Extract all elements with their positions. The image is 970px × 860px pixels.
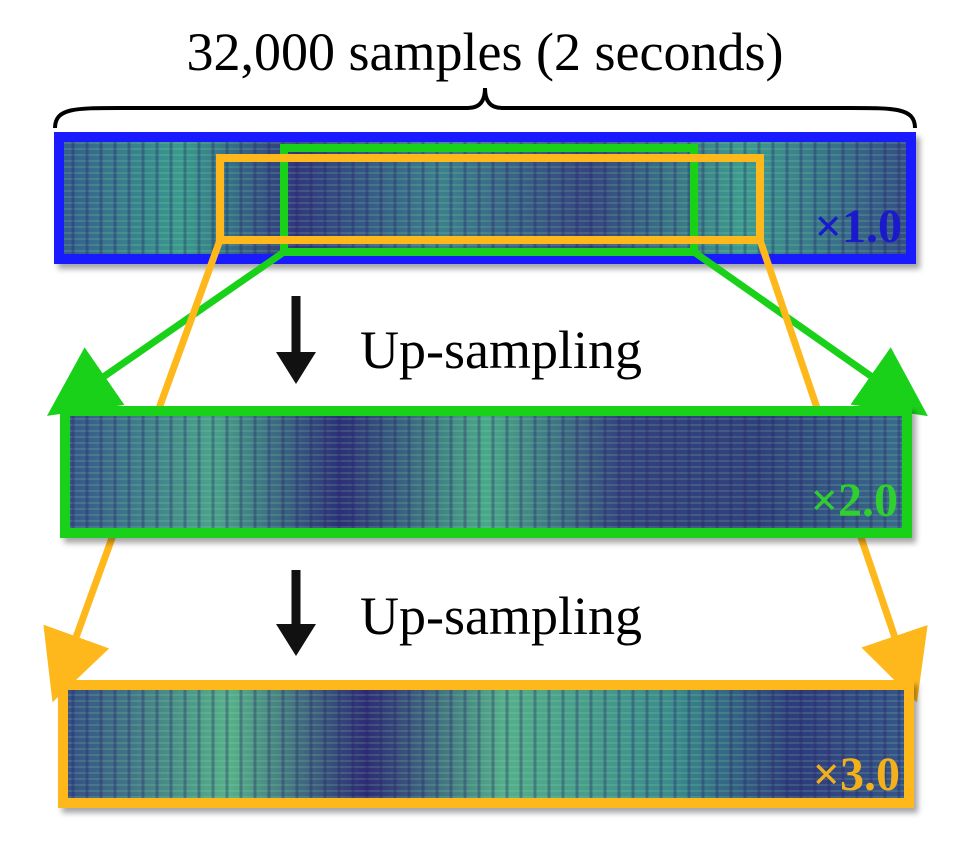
step-2-label: Up-sampling: [360, 586, 642, 646]
spectrogram-panel-top: ×3.0: [58, 680, 914, 808]
mid-frame: [60, 406, 912, 538]
scale-label-base: ×1.0: [815, 200, 902, 253]
down-arrow-2-icon: [276, 624, 316, 656]
scale-label-top: ×3.0: [813, 748, 900, 801]
scale-label-mid: ×2.0: [811, 474, 898, 527]
diagram-title: 32,000 samples (2 seconds): [187, 22, 784, 82]
mid-projection-left: [46, 249, 286, 416]
upsampling-step-2: Up-sampling: [276, 570, 642, 656]
step-1-label: Up-sampling: [360, 320, 642, 380]
top-frame: [58, 680, 914, 808]
top-selection-box: [216, 154, 764, 244]
spectrogram-mid-streaks: [60, 406, 912, 538]
upsampling-step-1: Up-sampling: [276, 296, 642, 384]
spectrogram-panel-mid: ×2.0: [60, 406, 912, 538]
mid-projection-right: [691, 249, 928, 417]
span-brace: [53, 87, 917, 129]
down-arrow-1-icon: [276, 352, 316, 384]
spectrogram-top-streaks: [58, 680, 914, 808]
mid-selection-box: [280, 144, 698, 256]
base-frame: [54, 132, 916, 264]
